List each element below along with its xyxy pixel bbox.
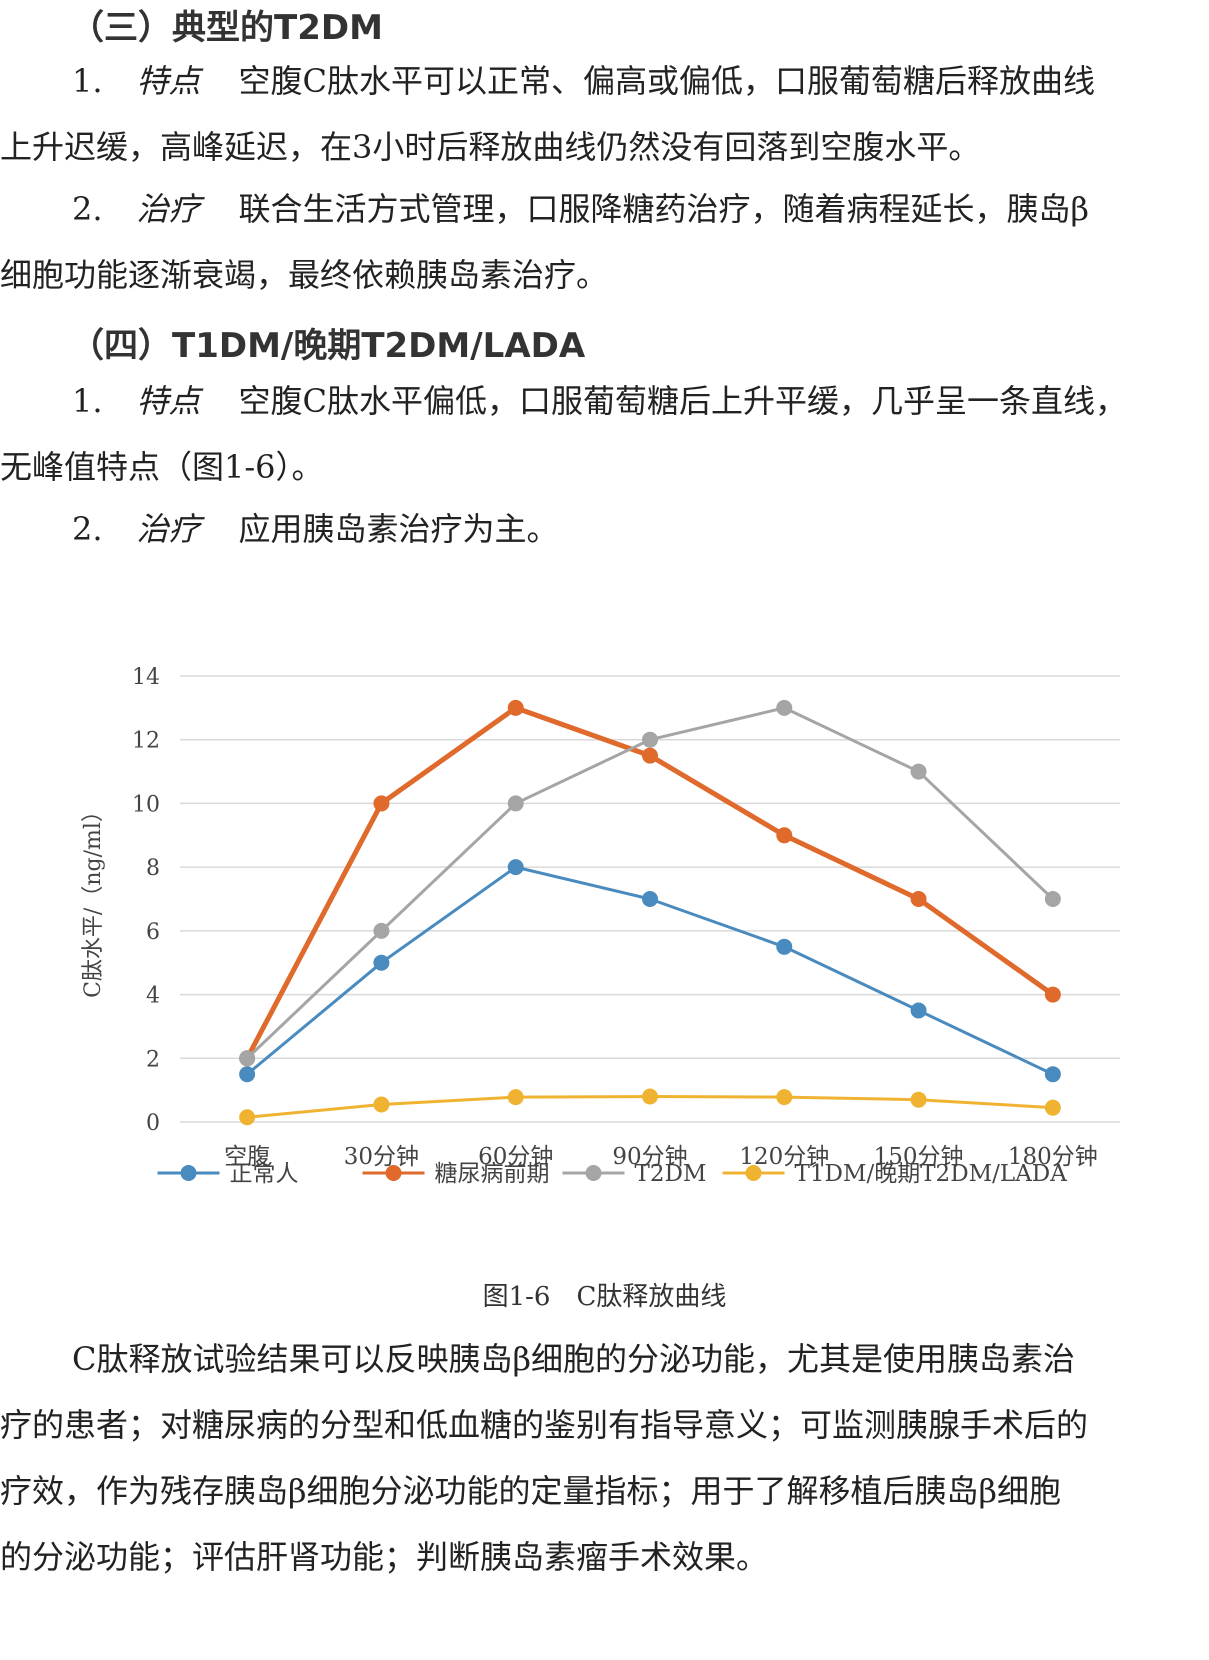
data-point bbox=[507, 699, 524, 716]
series-1 bbox=[239, 699, 1061, 1067]
data-point bbox=[373, 922, 390, 939]
data-point bbox=[1044, 1099, 1061, 1116]
x-tick-label: 150分钟 bbox=[874, 1144, 964, 1170]
series-0 bbox=[239, 859, 1061, 1083]
data-point bbox=[1044, 986, 1061, 1003]
x-tick-label: 30分钟 bbox=[344, 1144, 419, 1170]
legend: 正常人 糖尿病前期 T2DM T1DM/晚期T2DM/LADA bbox=[157, 1161, 1068, 1187]
item-text: 联合生活方式管理，口服降糖药治疗，随着病程延长，胰岛β bbox=[238, 190, 1090, 228]
closing-paragraph: C肽释放试验结果可以反映胰岛β细胞的分泌功能，尤其是使用胰岛素治 疗的患者；对糖… bbox=[0, 1326, 1209, 1590]
data-point bbox=[1044, 891, 1061, 907]
legend-item: 正常人 bbox=[157, 1161, 299, 1187]
item-number: 1. bbox=[72, 382, 103, 420]
paragraph-line: C肽释放试验结果可以反映胰岛β细胞的分泌功能，尤其是使用胰岛素治 bbox=[72, 1340, 1075, 1378]
y-axis-label: C肽水平/（ng/ml） bbox=[81, 800, 106, 998]
y-tick-label: 10 bbox=[132, 792, 160, 817]
paragraph-line: 无峰值特点（图1-6）。 bbox=[0, 448, 324, 486]
data-point bbox=[239, 1109, 256, 1126]
item-number: 2. bbox=[72, 190, 103, 228]
x-tick-label: 90分钟 bbox=[612, 1144, 687, 1170]
paragraph-line: 细胞功能逐渐衰竭，最终依赖胰岛素治疗。 bbox=[0, 256, 609, 294]
item-text: 空腹C肽水平偏低，口服葡萄糖后上升平缓，几乎呈一条直线， bbox=[238, 382, 1128, 420]
legend-marker bbox=[745, 1165, 762, 1181]
legend-label: 糖尿病前期 bbox=[435, 1161, 550, 1187]
paragraph-line: 疗效，作为残存胰岛β细胞分泌功能的定量指标；用于了解移植后胰岛β细胞 bbox=[0, 1472, 1062, 1510]
figure-caption: 图1-6 C肽释放曲线 bbox=[482, 1282, 727, 1312]
paragraph-4-2: 2. 治疗 应用胰岛素治疗为主。 bbox=[0, 496, 1209, 562]
y-tick-label: 6 bbox=[146, 920, 160, 945]
legend-label: T2DM bbox=[635, 1161, 707, 1187]
legend-item: 糖尿病前期 bbox=[362, 1161, 550, 1187]
x-tick-label: 180分钟 bbox=[1008, 1144, 1098, 1170]
data-point bbox=[776, 827, 793, 844]
paragraph-line: 1. 特点 空腹C肽水平可以正常、偏高或偏低，口服葡萄糖后释放曲线 bbox=[0, 48, 1209, 114]
data-point bbox=[776, 699, 793, 716]
item-keyword: 特点 bbox=[136, 62, 201, 100]
legend-marker bbox=[385, 1165, 402, 1181]
item-keyword: 特点 bbox=[136, 382, 201, 420]
data-point bbox=[642, 891, 658, 907]
section-heading-3: （三）典型的T2DM bbox=[70, 8, 383, 48]
legend-marker bbox=[585, 1165, 602, 1181]
item-number: 1. bbox=[72, 62, 103, 100]
data-point bbox=[910, 1091, 927, 1108]
paragraph-line: 2. 治疗 联合生活方式管理，口服降糖药治疗，随着病程延长，胰岛β bbox=[0, 176, 1209, 242]
y-tick-label: 4 bbox=[146, 984, 160, 1009]
paragraph-line: 上升迟缓，高峰延迟，在3小时后释放曲线仍然没有回落到空腹水平。 bbox=[0, 128, 981, 166]
section-heading-4: （四）T1DM/晚期T2DM/LADA bbox=[70, 326, 586, 366]
item-keyword: 治疗 bbox=[136, 190, 201, 228]
series-3 bbox=[239, 1088, 1061, 1126]
series-2 bbox=[239, 699, 1061, 1067]
paragraph-3-2: 2. 治疗 联合生活方式管理，口服降糖药治疗，随着病程延长，胰岛β 细胞功能逐渐衰竭… bbox=[0, 176, 1209, 308]
data-point bbox=[910, 1002, 927, 1019]
paragraph-line: 的分泌功能；评估肝肾功能；判断胰岛素瘤手术效果。 bbox=[0, 1538, 769, 1576]
data-series bbox=[239, 699, 1061, 1126]
data-point bbox=[776, 1089, 793, 1106]
y-tick-label: 12 bbox=[132, 729, 160, 754]
item-keyword: 治疗 bbox=[136, 510, 201, 548]
paragraph-line: 1. 特点 空腹C肽水平偏低，口服葡萄糖后上升平缓，几乎呈一条直线， bbox=[0, 368, 1209, 434]
item-number: 2. bbox=[72, 510, 103, 548]
legend-marker bbox=[180, 1165, 197, 1181]
data-point bbox=[1044, 1066, 1061, 1083]
data-point bbox=[776, 938, 793, 955]
paragraph-4-1: 1. 特点 空腹C肽水平偏低，口服葡萄糖后上升平缓，几乎呈一条直线， 无峰值特点（图… bbox=[0, 368, 1209, 500]
data-point bbox=[373, 1096, 390, 1113]
data-point bbox=[642, 747, 658, 764]
data-point bbox=[642, 731, 658, 748]
y-tick-label: 8 bbox=[146, 856, 160, 881]
paragraph-line: 2. 治疗 应用胰岛素治疗为主。 bbox=[0, 496, 1209, 562]
paragraph-3-1: 1. 特点 空腹C肽水平可以正常、偏高或偏低，口服葡萄糖后释放曲线 上升迟缓，高峰延… bbox=[0, 48, 1209, 180]
legend-label: 正常人 bbox=[230, 1161, 299, 1187]
data-point bbox=[507, 1089, 524, 1106]
data-point bbox=[507, 795, 524, 812]
y-tick-label: 0 bbox=[146, 1111, 160, 1136]
y-tick-labels: 0 2 4 6 8 10 12 14 bbox=[132, 665, 160, 1136]
data-point bbox=[910, 763, 927, 780]
y-tick-label: 2 bbox=[146, 1047, 160, 1072]
paragraph-line: 疗的患者；对糖尿病的分型和低血糖的鉴别有指导意义；可监测胰腺手术后的 bbox=[0, 1406, 1089, 1444]
data-point bbox=[642, 1088, 658, 1105]
data-point bbox=[373, 954, 390, 971]
data-point bbox=[239, 1066, 256, 1083]
item-text: 空腹C肽水平可以正常、偏高或偏低，口服葡萄糖后释放曲线 bbox=[238, 62, 1096, 100]
item-text: 应用胰岛素治疗为主。 bbox=[238, 510, 559, 548]
x-tick-label: 60分钟 bbox=[478, 1144, 553, 1170]
x-tick-labels: 空腹 30分钟 60分钟 90分钟 120分钟 150分钟 180分钟 bbox=[224, 1144, 1098, 1170]
legend-label: T1DM/晚期T2DM/LADA bbox=[795, 1161, 1068, 1187]
gridlines bbox=[180, 675, 1120, 1123]
data-point bbox=[910, 891, 927, 907]
y-tick-label: 14 bbox=[132, 665, 160, 690]
data-point bbox=[507, 859, 524, 876]
legend-item: T2DM bbox=[562, 1161, 707, 1187]
x-tick-label: 空腹 bbox=[224, 1144, 270, 1170]
data-point bbox=[239, 1050, 256, 1067]
data-point bbox=[373, 795, 390, 812]
legend-item: T1DM/晚期T2DM/LADA bbox=[722, 1161, 1068, 1187]
